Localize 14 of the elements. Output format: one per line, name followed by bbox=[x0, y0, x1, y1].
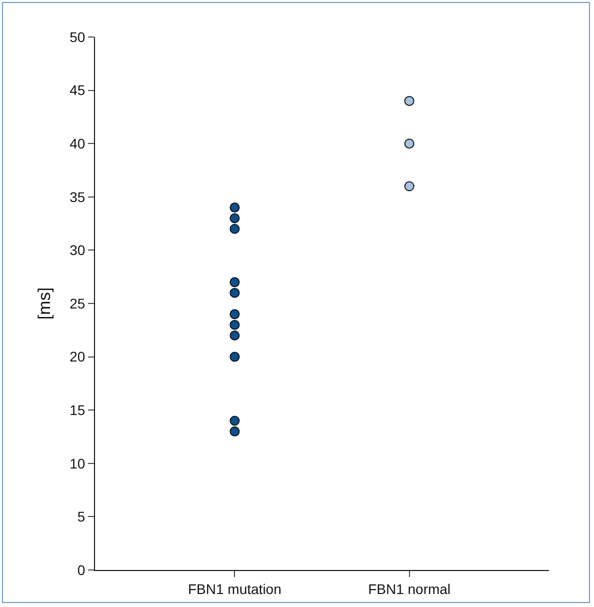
y-tick-label: 50 bbox=[70, 28, 86, 45]
y-tick-label: 25 bbox=[70, 295, 86, 312]
x-tick-label: FBN1 mutation bbox=[188, 580, 282, 597]
y-tick-label: 15 bbox=[70, 402, 86, 418]
y-tick-label: 5 bbox=[77, 508, 86, 525]
y-tick-label: 45 bbox=[70, 82, 86, 98]
x-tick-label: FBN1 normal bbox=[368, 580, 451, 597]
y-tick-label: 10 bbox=[70, 455, 86, 472]
y-tick-label: 0 bbox=[77, 562, 86, 578]
y-tick-label: 30 bbox=[70, 242, 86, 258]
y-axis-title: [ms] bbox=[35, 287, 54, 320]
y-tick-label: 35 bbox=[70, 188, 86, 205]
y-tick-label: 20 bbox=[70, 348, 86, 365]
y-tick-label: 40 bbox=[70, 136, 86, 152]
